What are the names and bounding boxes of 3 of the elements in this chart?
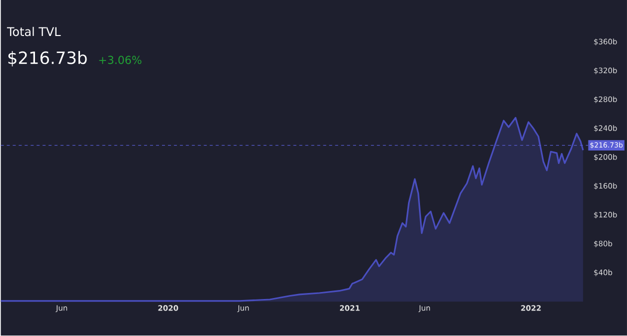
text: $216.73b xyxy=(8,51,87,67)
annotation: +3.06% xyxy=(99,56,142,64)
chart-title: Total TVL xyxy=(6,27,61,36)
